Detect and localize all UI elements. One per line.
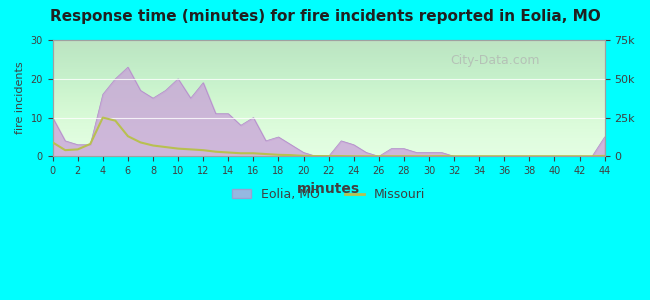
X-axis label: minutes: minutes [297,182,360,196]
Text: City-Data.com: City-Data.com [450,54,540,67]
Text: Response time (minutes) for fire incidents reported in Eolia, MO: Response time (minutes) for fire inciden… [49,9,601,24]
Y-axis label: fire incidents: fire incidents [15,62,25,134]
Legend: Eolia, MO, Missouri: Eolia, MO, Missouri [227,183,430,206]
